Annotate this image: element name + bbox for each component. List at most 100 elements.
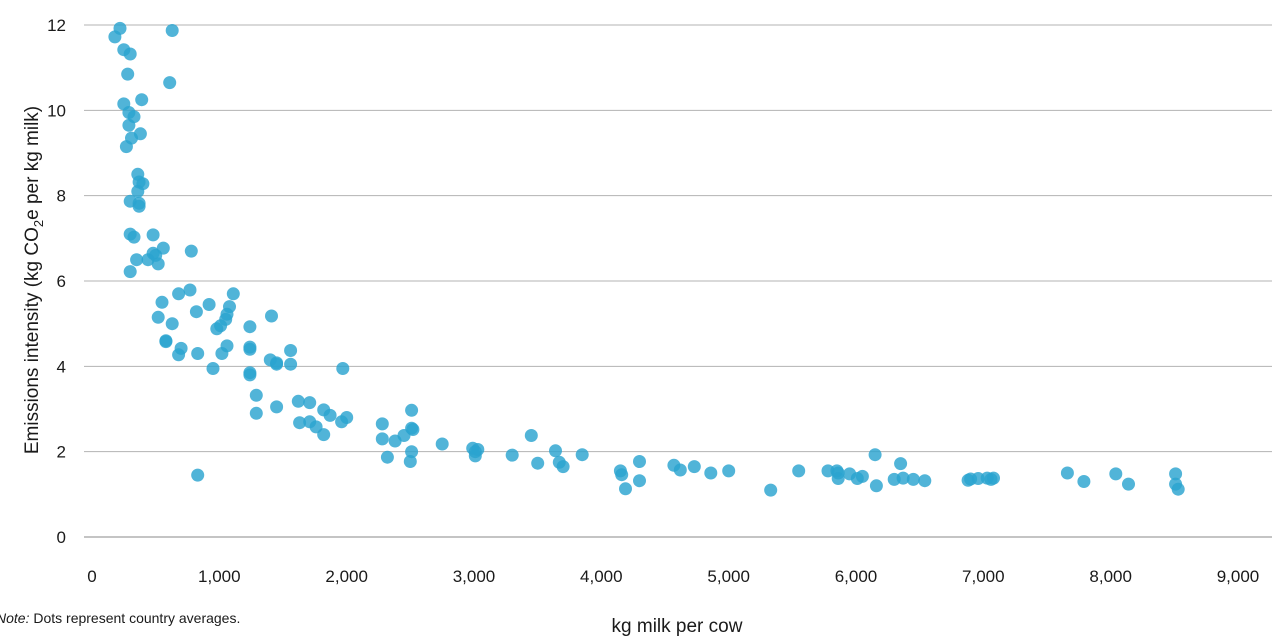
data-point — [575, 448, 589, 462]
data-point — [123, 265, 137, 279]
y-tick-label: 0 — [57, 528, 66, 547]
data-point — [284, 357, 298, 371]
data-point — [206, 362, 220, 375]
data-point — [894, 457, 908, 471]
data-point — [291, 394, 305, 408]
y-axis-title-subscript: 2 — [31, 220, 46, 227]
data-point — [1109, 467, 1123, 481]
data-point — [226, 287, 240, 301]
data-point — [172, 348, 186, 362]
y-tick-label: 12 — [47, 16, 66, 35]
data-point — [293, 416, 307, 430]
data-point — [524, 429, 538, 442]
y-axis-ticks: 0 2 4 6 8 10 12 — [47, 16, 66, 547]
data-point — [172, 287, 186, 301]
data-point — [633, 455, 646, 468]
y-tick-label: 8 — [57, 187, 66, 206]
data-point — [243, 368, 257, 382]
x-tick-label: 6,000 — [835, 567, 878, 586]
data-point — [722, 464, 736, 478]
data-point — [1171, 482, 1185, 496]
data-point — [151, 310, 165, 324]
note-label: Note: — [0, 610, 30, 626]
data-point — [1060, 466, 1074, 480]
data-point — [792, 464, 806, 478]
data-point — [165, 317, 179, 331]
data-point — [191, 347, 205, 360]
x-tick-label: 9,000 — [1217, 567, 1260, 586]
data-point — [405, 445, 419, 459]
x-tick-label: 1,000 — [198, 567, 241, 586]
x-axis-title: kg milk per cow — [612, 616, 743, 637]
data-point — [388, 434, 402, 448]
data-point — [336, 362, 350, 375]
data-point — [918, 474, 932, 488]
x-tick-label: 4,000 — [580, 567, 623, 586]
data-point — [405, 403, 419, 417]
data-point — [122, 118, 136, 132]
data-point — [215, 347, 229, 360]
x-tick-label: 8,000 — [1089, 567, 1132, 586]
data-point — [887, 472, 901, 486]
gridlines — [84, 24, 1272, 538]
x-tick-label: 3,000 — [453, 567, 496, 586]
data-point — [549, 444, 562, 458]
y-axis-title: Emissions intensity (kg CO2e per kg milk… — [22, 106, 46, 454]
data-point — [127, 230, 141, 244]
y-tick-label: 2 — [57, 443, 66, 462]
data-point — [619, 482, 632, 496]
data-point — [249, 388, 263, 402]
data-points — [108, 21, 1185, 497]
data-point — [243, 342, 257, 356]
data-point — [243, 320, 257, 334]
y-tick-label: 6 — [57, 272, 66, 291]
data-point — [135, 93, 149, 107]
x-tick-label: 0 — [87, 567, 96, 586]
data-point — [132, 199, 146, 213]
data-point — [155, 295, 169, 309]
data-point — [1122, 477, 1135, 491]
y-axis-title-part: Emissions intensity (kg CO — [22, 227, 43, 454]
data-point — [189, 305, 203, 319]
data-point — [159, 335, 173, 349]
data-point — [531, 456, 545, 470]
data-point — [113, 21, 127, 35]
data-point — [403, 455, 417, 468]
data-point — [202, 298, 216, 311]
data-point — [270, 400, 284, 414]
data-point — [1169, 467, 1183, 481]
data-point — [375, 417, 389, 431]
data-point — [869, 479, 883, 493]
data-point — [435, 437, 449, 451]
data-point — [119, 140, 133, 154]
data-point — [165, 24, 179, 37]
data-point — [821, 464, 835, 478]
data-point — [1077, 475, 1091, 488]
data-point — [284, 344, 298, 357]
y-tick-label: 10 — [47, 101, 66, 120]
data-point — [673, 463, 687, 477]
data-point — [303, 396, 317, 410]
data-point — [121, 67, 135, 81]
data-point — [141, 253, 155, 267]
data-point — [850, 472, 864, 485]
data-point — [210, 322, 224, 336]
data-point — [831, 472, 845, 485]
y-tick-label: 4 — [57, 357, 66, 376]
x-tick-label: 2,000 — [325, 567, 368, 586]
data-point — [163, 76, 177, 90]
data-point — [123, 47, 137, 61]
data-point — [249, 406, 263, 420]
data-point — [335, 415, 349, 429]
data-point — [984, 472, 998, 486]
data-point — [687, 460, 701, 474]
data-point — [270, 357, 284, 371]
data-point — [906, 472, 920, 486]
data-point — [151, 257, 165, 271]
data-point — [556, 460, 570, 474]
data-point — [764, 483, 778, 497]
data-point — [191, 468, 205, 482]
data-point — [323, 408, 337, 422]
data-point — [704, 466, 718, 480]
